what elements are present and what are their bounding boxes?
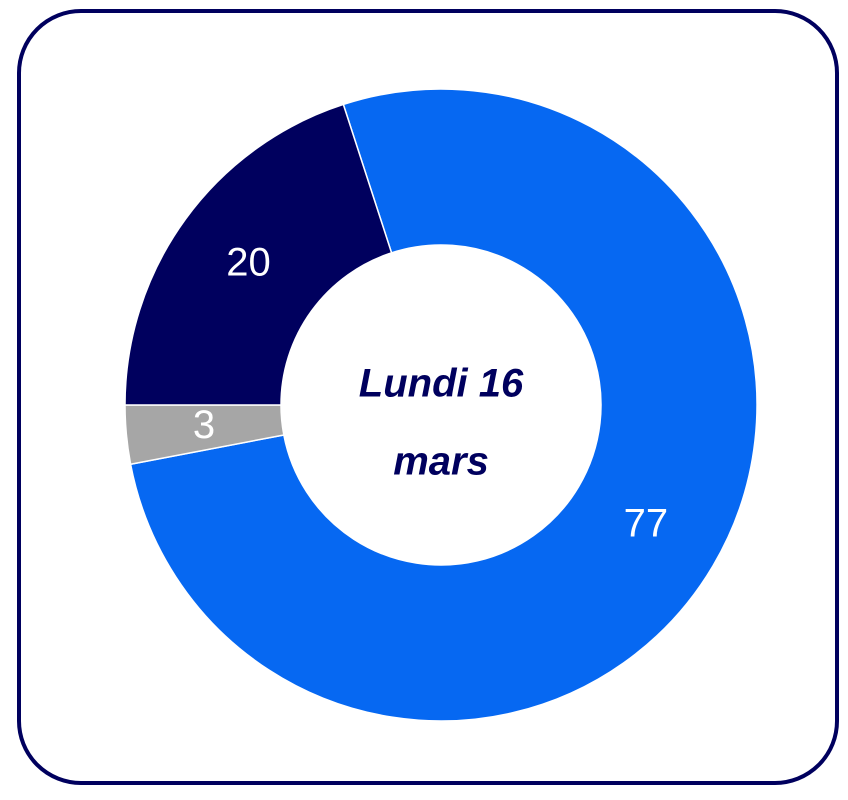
value-label: 77 (624, 502, 669, 546)
slice (124, 103, 393, 406)
value-label: 20 (226, 241, 271, 285)
value-label: 3 (193, 403, 215, 447)
center-label: Lundi 16 (359, 362, 524, 406)
slice (129, 88, 758, 722)
center-label: mars (393, 440, 489, 484)
